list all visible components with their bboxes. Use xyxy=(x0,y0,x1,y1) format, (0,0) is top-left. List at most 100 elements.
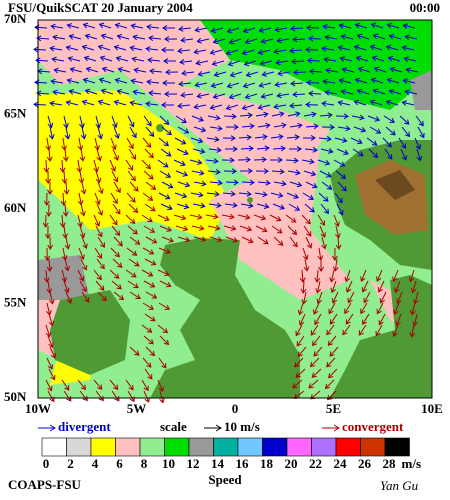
wind-arrow xyxy=(127,170,136,182)
wind-arrow xyxy=(269,214,282,222)
wind-arrow xyxy=(81,99,95,106)
wind-arrow xyxy=(414,137,421,150)
wind-arrow xyxy=(194,26,208,33)
wind-arrow xyxy=(402,78,416,84)
wind-arrow xyxy=(80,203,86,217)
wind-arrow xyxy=(378,313,386,326)
wind-arrow xyxy=(66,23,80,29)
wind-arrow xyxy=(190,191,204,198)
colorbar-label: 8 xyxy=(141,456,148,471)
wind-arrow xyxy=(128,258,140,267)
wind-arrow xyxy=(273,122,287,129)
colorbar-box xyxy=(311,437,337,457)
wind-arrow xyxy=(161,181,174,189)
wind-arrow xyxy=(157,214,170,222)
wind-arrow xyxy=(369,126,382,134)
mountains xyxy=(355,160,428,235)
wind-arrow xyxy=(319,112,333,119)
wind-arrow xyxy=(143,335,154,345)
wind-arrow xyxy=(383,115,395,123)
wind-arrow xyxy=(146,79,160,85)
land xyxy=(50,290,130,375)
wind-arrow xyxy=(209,49,223,56)
wind-arrow xyxy=(77,269,85,282)
wind-arrow xyxy=(42,214,49,228)
wind-arrow xyxy=(157,159,169,168)
wind-arrow xyxy=(241,49,255,56)
wind-arrow xyxy=(129,45,143,52)
wind-arrow xyxy=(206,136,220,143)
wind-arrow xyxy=(162,25,176,31)
wind-arrow xyxy=(306,24,320,31)
wind-arrow xyxy=(377,280,385,293)
wind-arrow xyxy=(417,126,425,139)
wind-arrow xyxy=(287,111,301,118)
wind-arrow xyxy=(62,148,69,162)
wind-arrow xyxy=(142,357,152,368)
wind-arrow xyxy=(129,181,139,192)
wind-arrow xyxy=(338,23,352,29)
wind-arrow xyxy=(78,247,85,260)
wind-arrow xyxy=(239,225,253,232)
colorbar-box xyxy=(66,437,92,457)
wind-arrow xyxy=(157,269,170,277)
wind-arrow xyxy=(240,145,254,152)
speed-zone xyxy=(200,20,432,110)
wind-arrow xyxy=(294,357,304,368)
wind-arrow xyxy=(241,123,255,130)
wind-arrow xyxy=(238,190,252,197)
wind-arrow xyxy=(209,179,223,186)
wind-arrow xyxy=(223,168,237,175)
wind-arrow xyxy=(48,313,55,327)
wind-arrow xyxy=(379,291,387,304)
wind-arrow xyxy=(354,77,368,84)
wind-arrow xyxy=(193,126,207,133)
wind-arrow xyxy=(101,66,115,73)
wind-arrow xyxy=(109,159,116,172)
colorbar-title: Speed xyxy=(208,472,242,487)
wind-arrow xyxy=(145,346,156,357)
wind-arrow xyxy=(143,280,156,288)
wind-arrow xyxy=(95,280,105,291)
wind-arrow xyxy=(372,33,386,40)
wind-arrow xyxy=(277,70,291,77)
wind-arrow xyxy=(353,44,367,51)
wind-arrow xyxy=(385,99,399,106)
wind-arrow xyxy=(394,280,401,293)
wind-arrow xyxy=(207,168,221,175)
wind-arrow xyxy=(289,122,303,129)
wind-arrow xyxy=(355,55,369,62)
wind-arrow xyxy=(416,148,423,162)
wind-arrow xyxy=(180,92,194,98)
colorbar-box xyxy=(237,437,263,457)
wind-arrow xyxy=(305,181,318,189)
legend-convergent: convergent xyxy=(342,419,404,434)
wind-arrow xyxy=(129,126,137,139)
wind-arrow xyxy=(226,27,240,34)
wind-arrow xyxy=(80,181,87,195)
wind-arrow xyxy=(175,170,189,177)
wind-arrow xyxy=(177,102,191,109)
wind-arrow xyxy=(111,225,121,237)
wind-arrow xyxy=(61,379,70,391)
wind-arrow xyxy=(159,225,172,232)
colorbar-box xyxy=(213,437,239,457)
wind-arrow xyxy=(176,148,189,156)
wind-arrow xyxy=(81,291,90,303)
wind-arrow xyxy=(194,81,208,88)
wind-arrow xyxy=(63,280,70,294)
lat-labels: 70N 65N 60N 55N 50N xyxy=(4,11,27,404)
wind-arrow xyxy=(384,148,393,160)
wind-arrow xyxy=(241,179,255,186)
wind-arrow xyxy=(271,168,285,175)
wind-arrow xyxy=(376,269,383,282)
wind-arrow xyxy=(84,33,98,40)
wind-arrow xyxy=(326,324,335,336)
wind-arrow xyxy=(94,247,103,259)
wind-arrow xyxy=(81,236,88,250)
wind-arrow xyxy=(109,214,118,226)
wind-arrow xyxy=(46,302,52,316)
wind-arrow xyxy=(386,22,400,29)
wind-arrow xyxy=(221,157,235,164)
land xyxy=(330,275,432,398)
